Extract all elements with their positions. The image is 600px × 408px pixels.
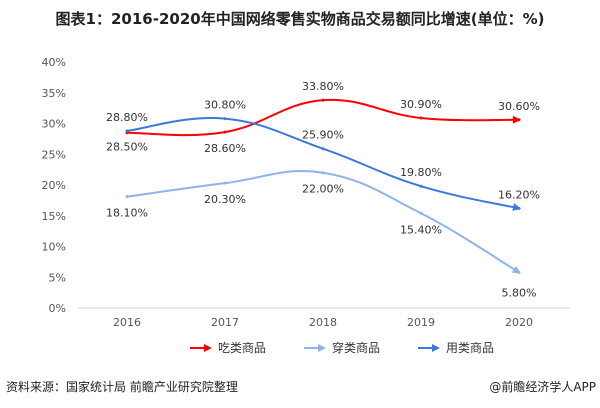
x-tick-label: 2018 [309,316,337,329]
data-label: 22.00% [302,183,344,196]
y-tick-label: 15% [42,210,66,223]
data-label: 28.50% [106,141,148,154]
data-label: 18.10% [106,207,148,220]
y-tick-label: 40% [42,56,66,69]
data-label: 15.40% [400,223,442,236]
x-tick-label: 2016 [113,316,141,329]
y-tick-label: 20% [42,179,66,192]
data-point [125,129,129,133]
data-label: 30.90% [400,98,442,111]
legend-label: 穿类商品 [332,340,380,355]
data-point [419,211,423,215]
data-label: 19.80% [400,166,442,179]
data-label: 30.60% [498,100,540,113]
legend-label: 吃类商品 [218,340,266,355]
data-point [223,117,227,121]
legend-label: 用类商品 [446,340,494,355]
data-point [321,98,325,102]
y-tick-label: 0% [49,302,66,315]
data-label: 20.30% [204,193,246,206]
data-label: 28.80% [106,111,148,124]
data-point [321,171,325,175]
x-tick-label: 2019 [407,316,435,329]
data-point [321,147,325,151]
data-point [223,181,227,185]
chart-title: 图表1：2016-2020年中国网络零售实物商品交易额同比增速(单位：%) [55,10,545,28]
data-label: 16.20% [498,188,540,201]
data-label: 5.80% [502,286,537,299]
data-label: 28.60% [204,142,246,155]
y-tick-label: 30% [42,118,66,131]
data-label: 33.80% [302,80,344,93]
data-point [419,184,423,188]
y-tick-label: 5% [49,271,66,284]
data-label: 25.90% [302,129,344,142]
y-tick-label: 35% [42,87,66,100]
y-tick-label: 25% [42,148,66,161]
data-point [517,270,521,274]
x-tick-label: 2020 [505,316,533,329]
data-point [419,116,423,120]
y-tick-label: 10% [42,241,66,254]
data-point [125,195,129,199]
source-note: 资料来源：国家统计局 前瞻产业研究院整理 [6,380,238,394]
credit-note: @前瞻经济学人APP [489,380,596,394]
data-label: 30.80% [204,99,246,112]
data-point [223,130,227,134]
x-tick-label: 2017 [211,316,239,329]
data-point [517,118,521,122]
data-point [517,206,521,210]
